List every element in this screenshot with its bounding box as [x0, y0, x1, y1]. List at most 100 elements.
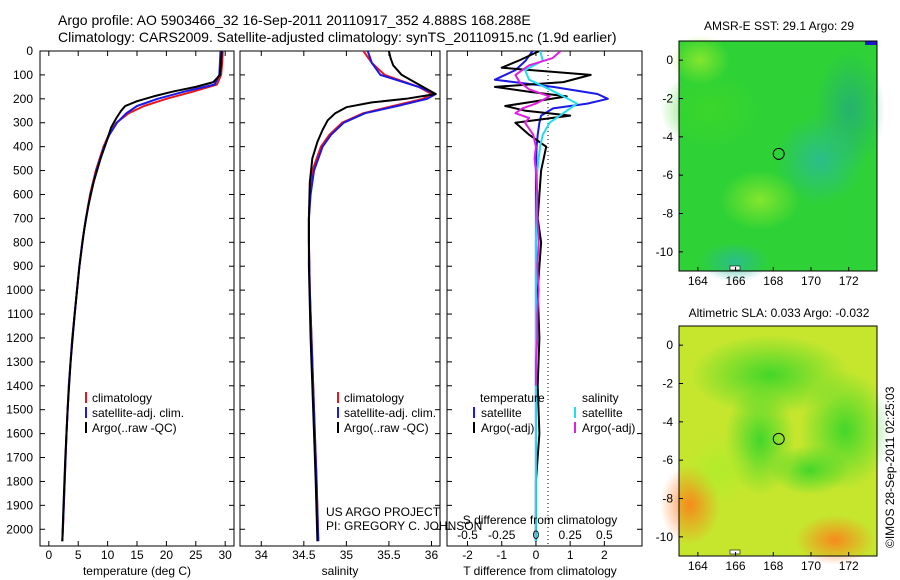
x-tick-label: -1 — [496, 548, 507, 562]
sla-patch — [770, 445, 850, 495]
salinity-series — [307, 51, 437, 542]
depth-tick-label: 500 — [13, 164, 33, 178]
sst-island-mark — [729, 265, 741, 271]
depth-tick-label: 2000 — [6, 522, 33, 536]
series-line-argo-raw-qc- — [307, 51, 437, 542]
salinity-plot-frame — [239, 50, 441, 547]
sst-patch — [670, 35, 730, 85]
sla-map-frame — [678, 325, 878, 557]
temperature-x-axis: 0 5 10 15 20 25 30 — [45, 51, 232, 562]
depth-tick-label: 1800 — [6, 474, 33, 488]
x-tick-label: 36 — [425, 548, 439, 562]
temperature-legend: climatology satellite-adj. clim. Argo(..… — [85, 391, 184, 435]
depth-tick-label: 900 — [13, 259, 33, 273]
secondary-x-tick-label: -0.5 — [457, 528, 478, 542]
x-tick-label: 0 — [533, 548, 540, 562]
map-y-tick-label: -10 — [656, 530, 674, 544]
map-x-tick-label: 164 — [688, 274, 708, 288]
salinity-legend: climatology satellite-adj. clim. Argo(..… — [337, 391, 436, 435]
x-tick-label: 34 — [255, 548, 269, 562]
legend-label-s-argo: Argo(-adj) — [582, 421, 635, 435]
map-y-tick-label: -4 — [662, 415, 673, 429]
map-y-tick-label: -4 — [662, 130, 673, 144]
difference-secondary-x-axis: -0.5 -0.25 0 0.25 0.5 — [457, 528, 613, 542]
temperature-series — [61, 51, 224, 542]
x-tick-label: 20 — [160, 548, 174, 562]
credit-pi: PI: GREGORY C. JOHNSON — [326, 519, 482, 533]
map-y-tick-label: -10 — [656, 245, 674, 259]
map-y-tick-label: -6 — [662, 453, 673, 467]
x-tick-label: 5 — [75, 548, 82, 562]
legend-label-t-satellite: satellite — [481, 406, 522, 420]
depth-tick-label: 1200 — [6, 331, 33, 345]
depth-tick-label: 600 — [13, 187, 33, 201]
sla-island-mark — [729, 549, 741, 555]
depth-tick-label: 100 — [13, 68, 33, 82]
series-line-argo-raw-qc- — [61, 51, 223, 542]
x-tick-label: 35.5 — [377, 548, 401, 562]
difference-legend: temperature salinity satellite Argo(-adj… — [473, 391, 635, 435]
sst-patch — [720, 170, 800, 230]
depth-tick-label: 1400 — [6, 379, 33, 393]
sla-patch — [795, 515, 875, 565]
salinity-x-label: salinity — [322, 564, 359, 578]
depth-tick-label: 300 — [13, 116, 33, 130]
secondary-x-tick-label: 0 — [533, 528, 540, 542]
map-x-tick-label: 172 — [839, 274, 859, 288]
series-line-satellite-adj-clim- — [307, 51, 437, 542]
difference-s-x-label: S difference from climatology — [463, 513, 618, 527]
sla-patch — [685, 435, 755, 505]
difference-x-axis: -2 -1 0 1 2 — [462, 51, 608, 562]
sst-argo-marker — [772, 147, 785, 160]
legend-title-salinity: salinity — [582, 391, 619, 405]
legend-label-argo: Argo(..raw -QC) — [92, 421, 177, 435]
sst-map-x-axis: 164 166 168 170 172 — [688, 267, 859, 288]
series-line-satellite-adj-clim- — [61, 51, 222, 542]
legend-label-satellite: satellite-adj. clim. — [344, 406, 436, 420]
header-title-line2: Climatology: CARS2009. Satellite-adjuste… — [58, 29, 616, 45]
difference-t-x-label: T difference from climatology — [463, 564, 617, 578]
difference-series — [493, 51, 609, 546]
map-x-tick-label: 166 — [726, 559, 746, 573]
sst-patch — [660, 70, 760, 150]
map-x-tick-label: 168 — [763, 559, 783, 573]
x-tick-label: 0 — [45, 548, 52, 562]
depth-axis: 0 100 200 300 400 500 600 700 800 900 1000 1100 1200… — [6, 44, 642, 536]
series-line-climatology — [307, 51, 433, 542]
depth-tick-label: 400 — [13, 140, 33, 154]
sla-map — [660, 325, 890, 565]
map-x-tick-label: 166 — [726, 274, 746, 288]
secondary-x-tick-label: -0.25 — [488, 528, 516, 542]
legend-label-climatology: climatology — [344, 391, 404, 405]
series-line-temperature-argo-adj- — [493, 51, 592, 542]
x-tick-label: 30 — [219, 548, 233, 562]
sst-map — [660, 35, 885, 282]
map-y-tick-label: -8 — [662, 207, 673, 221]
map-x-tick-label: 164 — [688, 559, 708, 573]
depth-tick-label: 1900 — [6, 498, 33, 512]
legend-label-climatology: climatology — [92, 391, 152, 405]
series-line-salinity-argo-adj- — [514, 51, 562, 386]
map-y-tick-label: 0 — [666, 53, 673, 67]
map-y-tick-label: -6 — [662, 168, 673, 182]
legend-label-s-satellite: satellite — [582, 406, 623, 420]
sst-coast-mark — [865, 41, 877, 45]
secondary-x-tick-label: 0.5 — [596, 528, 613, 542]
map-x-tick-label: 170 — [801, 559, 821, 573]
map-x-tick-label: 168 — [763, 274, 783, 288]
depth-tick-label: 1700 — [6, 451, 33, 465]
map-x-tick-label: 170 — [801, 274, 821, 288]
temperature-plot-frame — [39, 50, 235, 547]
temperature-x-label: temperature (deg C) — [83, 564, 191, 578]
depth-tick-label: 800 — [13, 235, 33, 249]
sla-map-y-axis: 0 -2 -4 -6 -8 -10 — [656, 338, 683, 544]
secondary-x-tick-label: 0.25 — [558, 528, 582, 542]
legend-label-satellite: satellite-adj. clim. — [92, 406, 184, 420]
legend-label-argo: Argo(..raw -QC) — [344, 421, 429, 435]
depth-tick-label: 0 — [26, 44, 33, 58]
sst-map-title: AMSR-E SST: 29.1 Argo: 29 — [704, 19, 854, 33]
sla-argo-marker — [772, 432, 785, 445]
depth-tick-label: 700 — [13, 211, 33, 225]
series-line-salinity-satellite — [524, 51, 578, 542]
